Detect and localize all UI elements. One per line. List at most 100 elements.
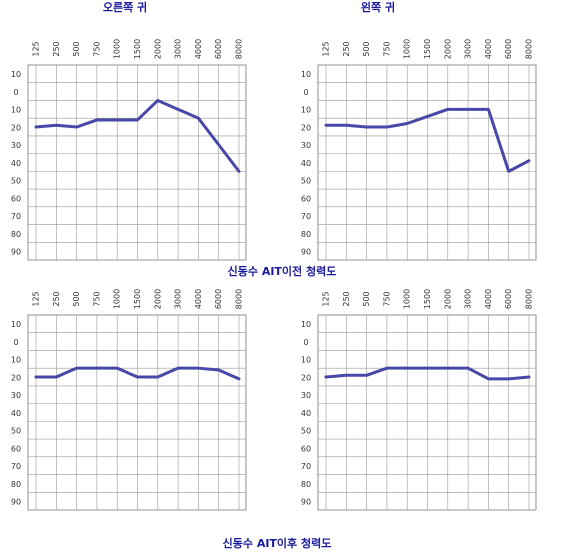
hearing-curve [34, 98, 241, 173]
plot-frame [27, 314, 247, 511]
y-tick-label: 20 [11, 123, 21, 132]
y-tick-label: 70 [301, 462, 311, 471]
y-tick-label: 40 [301, 159, 311, 168]
y-tick-label: 20 [301, 373, 311, 382]
x-tick-label: 4000 [194, 39, 203, 59]
x-tick-label: 750 [92, 291, 101, 306]
x-tick-label: 1000 [403, 289, 412, 309]
row-caption: 신동수 AIT이후 청력도 [223, 536, 332, 550]
x-tick-label: 8000 [525, 39, 534, 59]
row-caption: 신동수 AIT이전 청력도 [228, 264, 337, 278]
x-tick-label: 250 [52, 41, 61, 56]
y-tick-label: 20 [11, 373, 21, 382]
x-tick-label: 250 [52, 291, 61, 306]
y-tick-label: 0 [303, 88, 308, 97]
y-tick-label: 30 [11, 141, 21, 150]
x-tick-label: 2000 [443, 289, 452, 309]
y-tick-label: 10 [11, 320, 21, 329]
x-tick-label: 6000 [214, 39, 223, 59]
y-tick-label: 10 [301, 106, 311, 115]
x-tick-label: 2000 [443, 39, 452, 59]
y-tick-label: 10 [301, 320, 311, 329]
hearing-curve [324, 107, 531, 173]
x-tick-label: 3000 [174, 289, 183, 309]
hearing-curve [34, 366, 241, 381]
x-tick-label: 250 [342, 291, 351, 306]
y-tick-label: 60 [301, 194, 311, 203]
x-tick-label: 125 [322, 41, 331, 56]
y-tick-label: 50 [11, 177, 21, 186]
x-tick-label: 6000 [504, 289, 513, 309]
x-tick-label: 8000 [235, 39, 244, 59]
x-tick-label: 2000 [153, 39, 162, 59]
x-tick-label: 1000 [113, 39, 122, 59]
x-tick-label: 4000 [194, 289, 203, 309]
x-tick-label: 1000 [113, 289, 122, 309]
x-tick-label: 1500 [423, 39, 432, 59]
x-tick-label: 500 [362, 291, 371, 306]
y-tick-label: 40 [11, 159, 21, 168]
y-tick-label: 10 [11, 356, 21, 365]
x-tick-label: 125 [322, 291, 331, 306]
hearing-curve [324, 366, 531, 381]
x-tick-label: 3000 [174, 39, 183, 59]
y-tick-label: 50 [301, 427, 311, 436]
y-tick-label: 60 [11, 444, 21, 453]
x-tick-label: 125 [32, 41, 41, 56]
y-tick-label: 80 [301, 480, 311, 489]
plot-frame [317, 314, 537, 511]
y-tick-label: 80 [301, 230, 311, 239]
y-tick-label: 60 [11, 194, 21, 203]
x-tick-label: 500 [362, 41, 371, 56]
x-tick-label: 500 [72, 41, 81, 56]
y-tick-label: 60 [301, 444, 311, 453]
y-tick-label: 30 [301, 391, 311, 400]
y-tick-label: 10 [301, 70, 311, 79]
y-tick-label: 90 [301, 498, 311, 507]
x-tick-label: 750 [382, 291, 391, 306]
plot-frame [317, 64, 537, 261]
y-tick-label: 80 [11, 230, 21, 239]
y-tick-label: 90 [11, 498, 21, 507]
y-tick-label: 70 [301, 212, 311, 221]
y-tick-label: 50 [301, 177, 311, 186]
x-tick-label: 125 [32, 291, 41, 306]
y-tick-label: 70 [11, 462, 21, 471]
x-tick-label: 8000 [525, 289, 534, 309]
y-tick-label: 50 [11, 427, 21, 436]
x-tick-label: 3000 [464, 39, 473, 59]
y-tick-label: 40 [11, 409, 21, 418]
x-tick-label: 2000 [153, 289, 162, 309]
x-tick-label: 1500 [133, 39, 142, 59]
y-tick-label: 0 [303, 338, 308, 347]
y-tick-label: 10 [11, 70, 21, 79]
x-tick-label: 6000 [504, 39, 513, 59]
x-tick-label: 8000 [235, 289, 244, 309]
y-tick-label: 20 [301, 123, 311, 132]
x-tick-label: 1500 [133, 289, 142, 309]
x-tick-label: 4000 [484, 289, 493, 309]
y-tick-label: 80 [11, 480, 21, 489]
y-tick-label: 10 [11, 106, 21, 115]
y-tick-label: 10 [301, 356, 311, 365]
x-tick-label: 750 [382, 41, 391, 56]
x-tick-label: 1000 [403, 39, 412, 59]
y-tick-label: 40 [301, 409, 311, 418]
y-tick-label: 0 [13, 88, 18, 97]
x-tick-label: 250 [342, 41, 351, 56]
x-tick-label: 500 [72, 291, 81, 306]
x-tick-label: 750 [92, 41, 101, 56]
y-tick-label: 70 [11, 212, 21, 221]
y-tick-label: 30 [11, 391, 21, 400]
y-tick-label: 0 [13, 338, 18, 347]
plot-frame [27, 64, 247, 261]
x-tick-label: 6000 [214, 289, 223, 309]
y-tick-label: 90 [11, 248, 21, 257]
y-tick-label: 30 [301, 141, 311, 150]
y-tick-label: 90 [301, 248, 311, 257]
column-header: 왼쪽 귀 [361, 0, 395, 14]
column-header: 오른쪽 귀 [103, 0, 147, 14]
x-tick-label: 1500 [423, 289, 432, 309]
